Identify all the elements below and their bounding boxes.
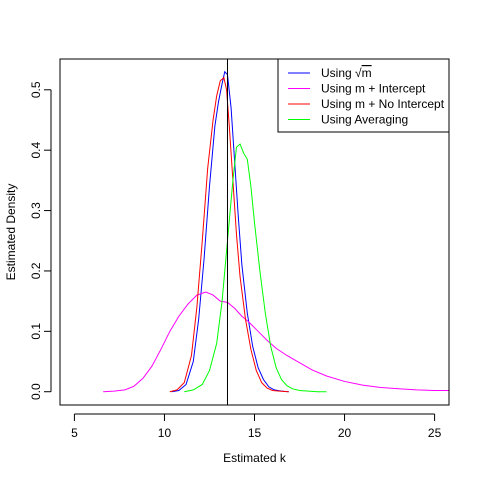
- y-axis: 0.0 0.1 0.2 0.3 0.4 0.5: [29, 81, 52, 400]
- series-line-2: [103, 291, 449, 393]
- x-tick-label: 20: [338, 426, 352, 440]
- legend-entry-label: Using m + Intercept: [321, 82, 426, 96]
- x-axis: 5 10 15 20 25: [71, 413, 442, 440]
- x-axis-label: Estimated k: [223, 451, 287, 465]
- y-tick-label: 0.5: [29, 81, 43, 98]
- legend-entry-label: Using √m: [321, 66, 372, 80]
- series-line-1: [171, 70, 289, 393]
- y-tick-label: 0.2: [29, 262, 43, 279]
- x-tick-label: 10: [158, 426, 172, 440]
- series-line-4: [184, 143, 327, 393]
- x-tick-label: 15: [248, 426, 262, 440]
- legend-entry-label: Using Averaging: [321, 113, 408, 127]
- plot-frame: [59, 58, 450, 406]
- x-tick-label: 25: [428, 426, 442, 440]
- y-axis-label: Estimated Density: [4, 184, 18, 281]
- legend-entry-label: Using m + No Intercept: [321, 97, 445, 111]
- y-tick-label: 0.0: [29, 383, 43, 400]
- y-tick-label: 0.1: [29, 323, 43, 340]
- y-tick-label: 0.3: [29, 202, 43, 219]
- y-tick-label: 0.4: [29, 142, 43, 159]
- x-tick-label: 5: [71, 426, 78, 440]
